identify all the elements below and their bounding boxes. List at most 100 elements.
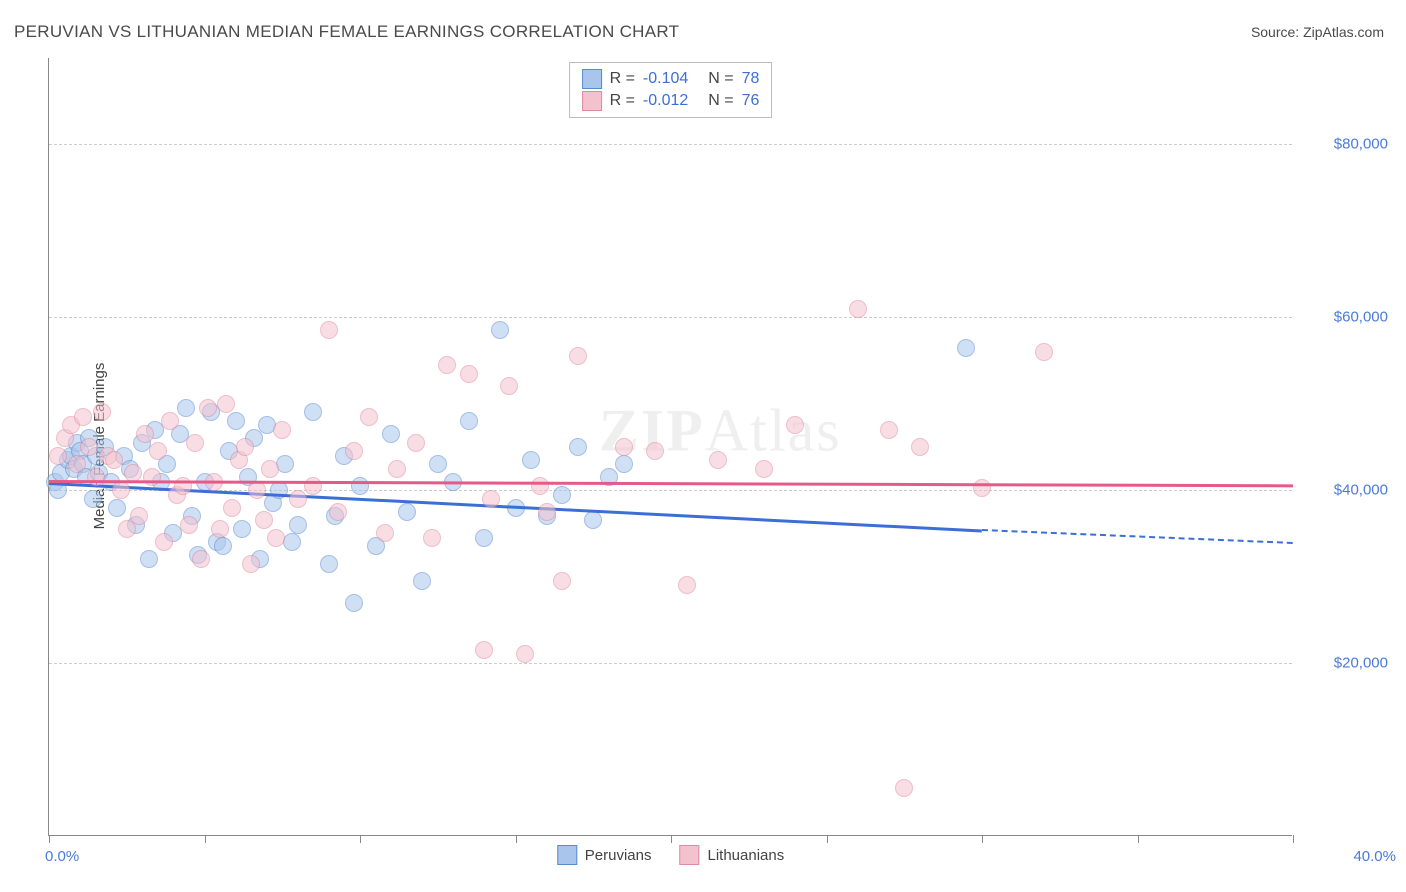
data-point bbox=[214, 537, 232, 555]
grid-line bbox=[49, 317, 1292, 318]
data-point bbox=[84, 490, 102, 508]
data-point bbox=[136, 425, 154, 443]
data-point bbox=[87, 468, 105, 486]
data-point bbox=[289, 490, 307, 508]
x-axis-min-label: 0.0% bbox=[45, 848, 79, 865]
x-tick bbox=[1138, 835, 1139, 843]
bottom-legend: Peruvians Lithuanians bbox=[557, 845, 784, 865]
data-point bbox=[438, 356, 456, 374]
data-point bbox=[569, 347, 587, 365]
data-point bbox=[678, 576, 696, 594]
x-tick bbox=[360, 835, 361, 843]
data-point bbox=[360, 408, 378, 426]
x-tick bbox=[982, 835, 983, 843]
data-point bbox=[155, 533, 173, 551]
data-point bbox=[460, 412, 478, 430]
data-point bbox=[460, 365, 478, 383]
n-label: N = bbox=[708, 70, 733, 88]
data-point bbox=[105, 451, 123, 469]
data-point bbox=[475, 529, 493, 547]
stats-row: R = -0.104N = 78 bbox=[582, 69, 760, 89]
data-point bbox=[236, 438, 254, 456]
legend-item: Lithuanians bbox=[679, 845, 784, 865]
data-point bbox=[199, 399, 217, 417]
data-point bbox=[553, 486, 571, 504]
y-tick-label: $60,000 bbox=[1334, 309, 1388, 326]
data-point bbox=[569, 438, 587, 456]
grid-line bbox=[49, 663, 1292, 664]
data-point bbox=[180, 516, 198, 534]
x-tick bbox=[1293, 835, 1294, 843]
data-point bbox=[211, 520, 229, 538]
data-point bbox=[482, 490, 500, 508]
x-axis-max-label: 40.0% bbox=[1353, 848, 1396, 865]
trend-line bbox=[49, 480, 1293, 487]
data-point bbox=[755, 460, 773, 478]
data-point bbox=[304, 477, 322, 495]
data-point bbox=[388, 460, 406, 478]
data-point bbox=[192, 550, 210, 568]
legend-swatch bbox=[679, 845, 699, 865]
data-point bbox=[242, 555, 260, 573]
data-point bbox=[276, 455, 294, 473]
data-point bbox=[273, 421, 291, 439]
data-point bbox=[351, 477, 369, 495]
data-point bbox=[491, 321, 509, 339]
r-value: -0.104 bbox=[643, 70, 688, 88]
data-point bbox=[186, 434, 204, 452]
data-point bbox=[475, 641, 493, 659]
data-point bbox=[398, 503, 416, 521]
y-tick-label: $40,000 bbox=[1334, 482, 1388, 499]
data-point bbox=[267, 529, 285, 547]
data-point bbox=[80, 438, 98, 456]
data-point bbox=[74, 408, 92, 426]
data-point bbox=[345, 442, 363, 460]
grid-line bbox=[49, 144, 1292, 145]
data-point bbox=[553, 572, 571, 590]
data-point bbox=[255, 511, 273, 529]
stats-row: R = -0.012N = 76 bbox=[582, 91, 760, 111]
data-point bbox=[329, 503, 347, 521]
data-point bbox=[68, 455, 86, 473]
y-tick-label: $20,000 bbox=[1334, 655, 1388, 672]
data-point bbox=[423, 529, 441, 547]
chart-title: PERUVIAN VS LITHUANIAN MEDIAN FEMALE EAR… bbox=[14, 22, 679, 42]
x-tick bbox=[516, 835, 517, 843]
data-point bbox=[516, 645, 534, 663]
data-point bbox=[49, 447, 67, 465]
n-label: N = bbox=[708, 92, 733, 110]
data-point bbox=[413, 572, 431, 590]
r-value: -0.012 bbox=[643, 92, 688, 110]
x-tick bbox=[205, 835, 206, 843]
n-value: 76 bbox=[742, 92, 760, 110]
data-point bbox=[217, 395, 235, 413]
x-tick bbox=[827, 835, 828, 843]
data-point bbox=[538, 503, 556, 521]
data-point bbox=[429, 455, 447, 473]
x-tick bbox=[671, 835, 672, 843]
data-point bbox=[124, 464, 142, 482]
legend-label: Lithuanians bbox=[707, 847, 784, 864]
data-point bbox=[140, 550, 158, 568]
data-point bbox=[93, 403, 111, 421]
data-point bbox=[108, 499, 126, 517]
data-point bbox=[130, 507, 148, 525]
n-value: 78 bbox=[742, 70, 760, 88]
data-point bbox=[345, 594, 363, 612]
data-point bbox=[531, 477, 549, 495]
data-point bbox=[584, 511, 602, 529]
data-point bbox=[646, 442, 664, 460]
stats-legend-box: R = -0.104N = 78R = -0.012N = 76 bbox=[569, 62, 773, 118]
data-point bbox=[248, 481, 266, 499]
data-point bbox=[911, 438, 929, 456]
data-point bbox=[1035, 343, 1053, 361]
data-point bbox=[786, 416, 804, 434]
data-point bbox=[376, 524, 394, 542]
trend-line-dashed bbox=[982, 529, 1293, 544]
source-attribution: Source: ZipAtlas.com bbox=[1251, 24, 1384, 40]
data-point bbox=[320, 555, 338, 573]
data-point bbox=[895, 779, 913, 797]
legend-label: Peruvians bbox=[585, 847, 652, 864]
legend-item: Peruvians bbox=[557, 845, 652, 865]
data-point bbox=[149, 442, 167, 460]
